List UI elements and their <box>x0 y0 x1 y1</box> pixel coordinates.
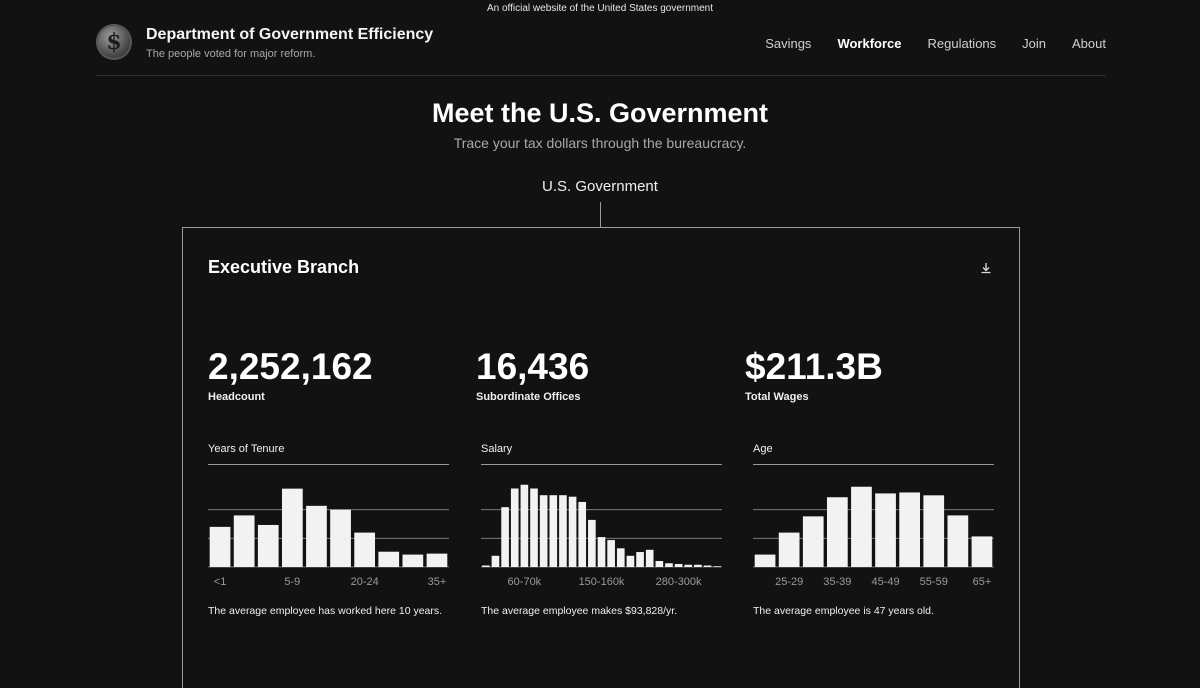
tick-label: 150-160k <box>579 576 625 588</box>
histogram-bar[interactable] <box>510 488 519 567</box>
site-tagline: The people voted for major reform. <box>146 48 316 60</box>
executive-branch-card: Executive Branch 2,252,162 Headcount 16,… <box>182 227 1020 688</box>
histogram-bar[interactable] <box>703 565 712 567</box>
histogram-caption: The average employee makes $93,828/yr. <box>481 605 678 617</box>
stat-value: $211.3B <box>745 346 883 387</box>
tick-label: 35+ <box>428 576 447 588</box>
histogram-bar[interactable] <box>923 495 945 567</box>
histogram-bar[interactable] <box>616 548 625 567</box>
stat-value: 16,436 <box>476 346 590 387</box>
histogram-title: Salary <box>481 443 722 465</box>
histogram-bar[interactable] <box>568 496 577 567</box>
histogram-bar[interactable] <box>754 554 776 567</box>
histogram-title: Years of Tenure <box>208 443 449 465</box>
salary-histogram: Salary 60-70k 150-160k 280-300k The averag… <box>481 443 722 617</box>
doge-seal-logo[interactable]: $ <box>96 24 132 60</box>
tick-label: 35-39 <box>823 576 851 588</box>
histogram-bar[interactable] <box>899 492 921 567</box>
tree-root-label[interactable]: U.S. Government <box>542 178 658 195</box>
card-title: Executive Branch <box>208 257 360 277</box>
tick-label: 55-59 <box>920 576 948 588</box>
nav-workforce[interactable]: Workforce <box>837 36 902 51</box>
histogram-bar[interactable] <box>665 563 673 567</box>
logo-glyph: $ <box>106 29 122 55</box>
tree-connector <box>600 202 601 228</box>
stat-offices: 16,436 Subordinate Offices <box>476 348 589 403</box>
histogram-bar[interactable] <box>713 566 721 567</box>
tick-label: 60-70k <box>508 576 542 588</box>
histogram-bar[interactable] <box>588 519 596 567</box>
histogram-bar[interactable] <box>802 516 824 567</box>
nav-about[interactable]: About <box>1072 36 1106 51</box>
official-site-banner: An official website of the United States… <box>486 3 714 14</box>
tick-label: 65+ <box>973 576 992 588</box>
age-chart: 25-29 35-39 45-49 55-59 65+ <box>753 486 994 588</box>
histogram-bar[interactable] <box>306 505 327 567</box>
site-header: $ Department of Government Efficiency Th… <box>96 18 1106 76</box>
age-histogram: Age 25-29 35-39 45-49 55-59 65+ The average … <box>753 443 994 617</box>
stat-headcount: 2,252,162 Headcount <box>208 348 373 403</box>
tenure-chart: <1 5-9 20-24 35+ <box>208 488 449 588</box>
tick-label: 5-9 <box>284 576 300 588</box>
tick-label: 45-49 <box>871 576 899 588</box>
tick-label: 25-29 <box>775 576 803 588</box>
histogram-bar[interactable] <box>597 537 606 567</box>
histogram-bar[interactable] <box>426 553 448 567</box>
page-title: Meet the U.S. Government <box>431 98 769 128</box>
tenure-histogram: Years of Tenure <1 5-9 20-24 35+ The averag… <box>208 443 449 617</box>
histogram-bar[interactable] <box>674 564 683 567</box>
histogram-bar[interactable] <box>330 509 351 567</box>
histogram-bar[interactable] <box>851 486 872 567</box>
histogram-bar[interactable] <box>491 555 500 567</box>
histogram-bar[interactable] <box>684 564 693 567</box>
histogram-bar[interactable] <box>501 507 509 567</box>
main-nav: Savings Workforce Regulations Join About <box>765 36 1106 51</box>
tick-label: 20-24 <box>351 576 379 588</box>
tick-label: <1 <box>214 576 227 588</box>
histogram-bar[interactable] <box>233 515 255 567</box>
histogram-bar[interactable] <box>530 488 538 567</box>
stat-wages: $211.3B Total Wages <box>745 348 883 403</box>
page-subtitle: Trace your tax dollars through the burea… <box>453 135 747 151</box>
histogram-bar[interactable] <box>826 497 848 567</box>
histogram-bar[interactable] <box>559 495 567 567</box>
nav-join[interactable]: Join <box>1022 36 1047 51</box>
histogram-bar[interactable] <box>549 495 558 567</box>
histogram-bar[interactable] <box>626 555 635 567</box>
histogram-bar[interactable] <box>655 561 664 567</box>
histogram-bar[interactable] <box>645 549 654 567</box>
download-icon[interactable] <box>979 261 993 275</box>
histogram-bar[interactable] <box>694 564 702 567</box>
stat-value: 2,252,162 <box>208 346 373 387</box>
histogram-bar[interactable] <box>482 565 490 567</box>
stat-label: Total Wages <box>745 391 809 403</box>
histogram-bar[interactable] <box>636 552 644 567</box>
histogram-bar[interactable] <box>281 488 303 567</box>
histogram-bar[interactable] <box>778 532 800 567</box>
nav-regulations[interactable]: Regulations <box>927 36 997 51</box>
histogram-caption: The average employee is 47 years old. <box>753 605 934 617</box>
histogram-caption: The average employee has worked here 10 … <box>208 605 443 617</box>
tick-label: 280-300k <box>656 576 702 588</box>
histogram-bar[interactable] <box>378 551 400 567</box>
histogram-bar[interactable] <box>520 484 529 567</box>
histogram-title: Age <box>753 443 994 465</box>
histogram-bar[interactable] <box>607 540 615 567</box>
site-title[interactable]: Department of Government Efficiency <box>146 26 434 43</box>
histogram-bar[interactable] <box>402 554 424 567</box>
histogram-bar[interactable] <box>971 536 993 567</box>
nav-savings[interactable]: Savings <box>765 36 812 51</box>
histogram-bar[interactable] <box>947 515 969 567</box>
histogram-bar[interactable] <box>578 501 587 567</box>
histogram-bar[interactable] <box>354 532 376 567</box>
histogram-bar[interactable] <box>209 526 231 567</box>
histogram-bar[interactable] <box>539 495 548 567</box>
stat-label: Headcount <box>208 391 265 403</box>
stat-label: Subordinate Offices <box>476 391 581 403</box>
histogram-bar[interactable] <box>875 493 896 567</box>
salary-chart: 60-70k 150-160k 280-300k <box>481 484 722 588</box>
histogram-bar[interactable] <box>257 524 279 567</box>
